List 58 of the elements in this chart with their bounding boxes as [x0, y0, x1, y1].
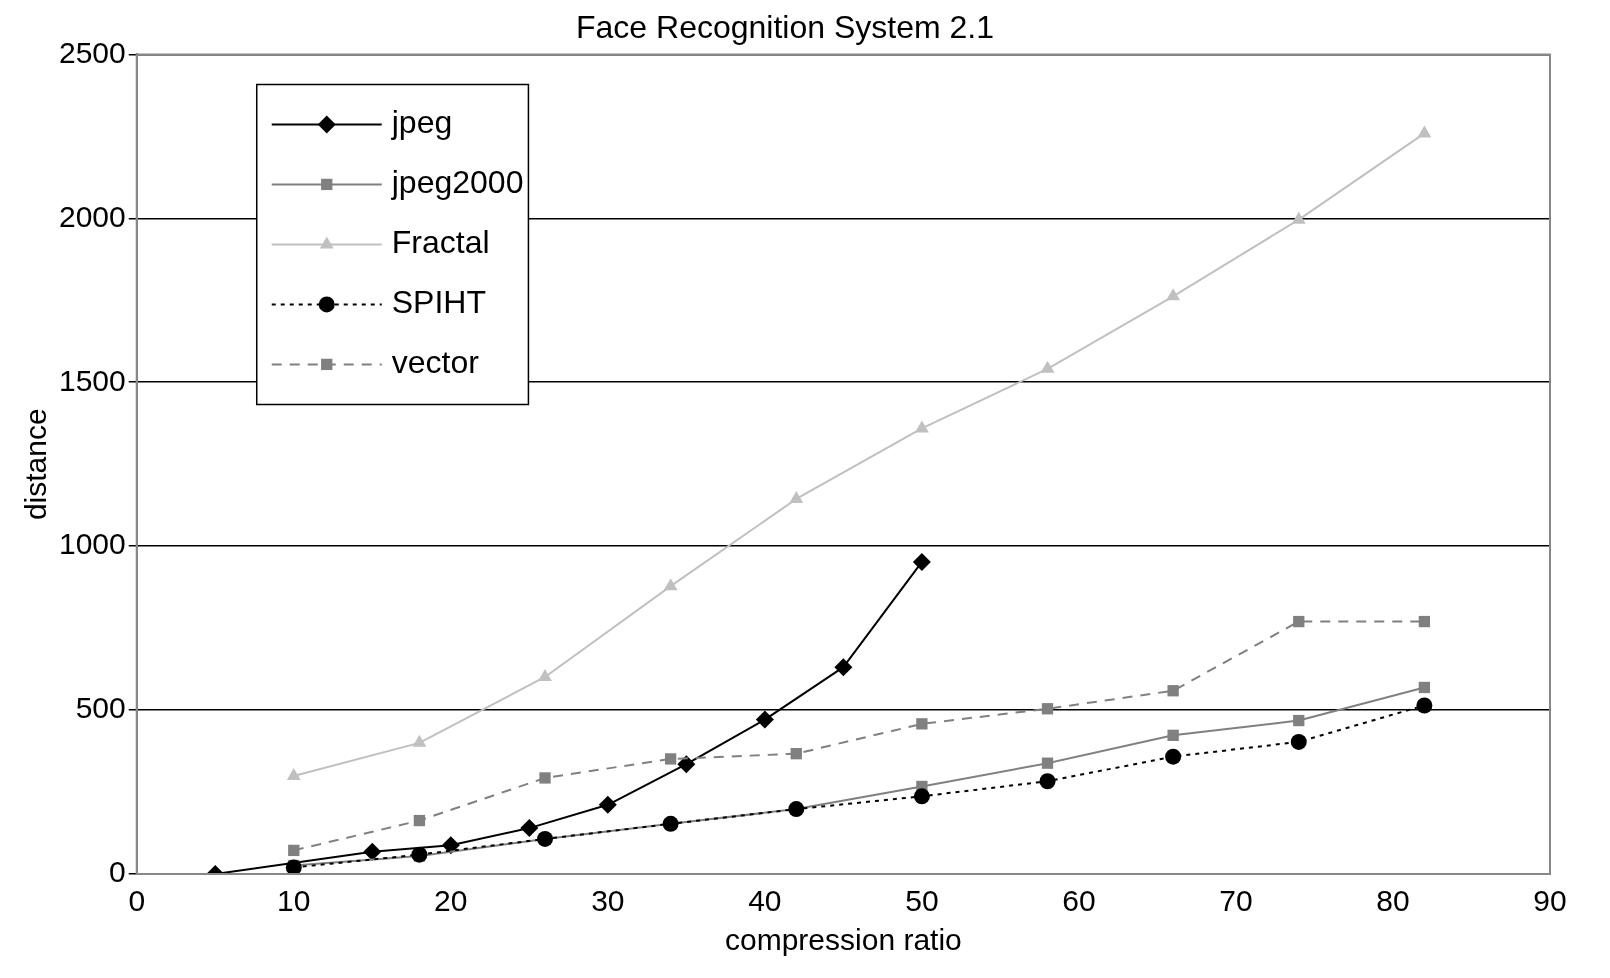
- point: [1291, 211, 1306, 224]
- legend-label: Fractal: [391, 224, 490, 261]
- x-tick-label: 20: [434, 884, 468, 918]
- point: [413, 814, 426, 827]
- y-tick-label: 2500: [58, 35, 126, 69]
- legend-label: SPIHT: [391, 284, 486, 321]
- point: [677, 755, 696, 774]
- point: [520, 819, 539, 838]
- point: [1167, 685, 1179, 697]
- point: [912, 552, 931, 571]
- point: [916, 718, 928, 730]
- y-tick-label: 0: [109, 855, 126, 889]
- legend-label: jpeg2000: [390, 164, 524, 201]
- point: [789, 490, 804, 503]
- point: [288, 844, 300, 857]
- point: [1418, 681, 1431, 694]
- legend-label: vector: [391, 344, 480, 381]
- point: [664, 753, 677, 765]
- y-tick-label: 1500: [58, 363, 126, 397]
- point: [755, 710, 774, 729]
- x-tick-label: 30: [591, 884, 625, 918]
- x-tick-label: 10: [277, 884, 311, 918]
- y-tick-label: 2000: [58, 199, 126, 233]
- point: [539, 772, 551, 784]
- point: [663, 578, 678, 591]
- point: [1166, 288, 1181, 301]
- point: [1293, 714, 1305, 727]
- point: [1039, 773, 1056, 790]
- x-axis-title: compression ratio: [724, 923, 962, 957]
- point: [914, 420, 929, 433]
- point: [1418, 615, 1431, 628]
- y-tick-label: 1000: [58, 527, 126, 561]
- legend-label: jpeg: [390, 104, 453, 141]
- point: [1041, 703, 1054, 715]
- point: [598, 795, 617, 814]
- x-tick-label: 70: [1219, 884, 1253, 918]
- point: [790, 748, 802, 760]
- x-tick-label: 60: [1062, 884, 1096, 918]
- chart-title: Face Recognition System 2.1: [576, 9, 994, 46]
- y-tick-label: 500: [75, 691, 126, 725]
- point: [411, 846, 428, 863]
- x-tick-label: 50: [905, 884, 939, 918]
- point: [1041, 757, 1054, 769]
- point: [1290, 733, 1307, 750]
- point: [1416, 697, 1433, 714]
- point: [913, 788, 930, 805]
- x-tick-label: 90: [1533, 884, 1567, 918]
- point: [1040, 360, 1055, 373]
- point: [1165, 748, 1182, 765]
- x-tick-label: 80: [1376, 884, 1410, 918]
- y-axis-title: distance: [19, 408, 53, 521]
- x-tick-label: 40: [748, 884, 782, 918]
- point: [1293, 615, 1305, 628]
- point: [441, 836, 460, 855]
- point: [834, 658, 853, 677]
- point: [1417, 125, 1432, 138]
- point: [1167, 729, 1179, 741]
- point: [363, 842, 382, 861]
